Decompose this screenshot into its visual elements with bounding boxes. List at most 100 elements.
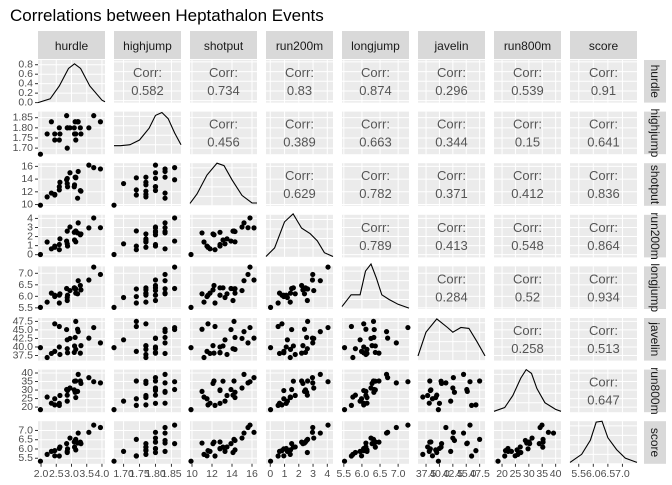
data-point [74,119,81,125]
data-point [460,430,467,436]
x-tick-label: 1.70 [113,468,134,480]
data-point [75,168,81,175]
density-line-run800m [493,368,562,412]
x-tick-label: 7.0 [391,468,406,480]
data-point [143,346,149,352]
panel-highjump-javelin: Corr: 0.344 [418,111,485,155]
data-point [56,402,62,408]
data-point [64,441,70,447]
row-strip-hurdle [644,60,666,103]
data-point [97,380,104,386]
data-point [37,407,44,413]
data-point [152,224,159,230]
data-point [64,398,70,404]
data-point [372,444,378,450]
data-point [73,346,79,352]
data-point [162,271,168,278]
data-point [188,304,194,310]
data-point [37,202,44,208]
x-tick-label: 3.0 [64,468,79,480]
data-point [310,340,316,346]
data-point [86,375,92,381]
data-point [86,429,92,435]
data-point [217,400,223,406]
data-point [162,220,168,226]
data-point [305,378,311,384]
data-point [56,241,62,248]
panel-longjump-hurdle [37,264,105,310]
panel-run800m-run200m [266,369,333,413]
data-point [241,329,247,335]
data-point [383,371,390,377]
panel-shotput-run200m: Corr: 0.629 [266,163,333,206]
data-point [64,125,70,131]
x-tick-label: 3.5 [79,468,94,480]
corr-label: Corr: [513,65,542,80]
data-point [341,407,348,413]
data-point [217,292,223,298]
data-point [152,346,159,352]
data-point [75,220,81,226]
data-point [283,344,289,350]
panel-background [570,369,637,413]
panel-background [266,111,333,155]
data-point [217,229,223,235]
data-point [75,430,81,436]
data-point [162,430,168,436]
data-point [91,165,97,171]
corr-label: Corr: [285,168,314,183]
data-point [91,215,97,221]
data-point [37,304,44,310]
data-point [217,439,223,445]
corr-label: Corr: [437,168,466,183]
data-point [311,435,317,441]
panel-longjump-longjump [341,262,410,310]
data-point [143,354,149,361]
data-point [537,424,543,431]
data-point [210,231,216,237]
panel-hurdle-run800m: Corr: 0.539 [494,60,561,103]
y-tick-label: 1.70 [13,142,34,154]
data-point [247,215,253,221]
column-strip-label-javelin: javelin [433,39,468,53]
data-point [434,449,440,456]
data-point [48,119,55,125]
corr-value: 0.344 [435,135,468,150]
data-point [222,337,228,343]
data-point [162,326,168,332]
data-point [204,396,210,402]
corr-value: 0.836 [587,186,620,201]
data-point [207,290,213,296]
data-point [172,441,178,447]
data-point [133,348,139,354]
data-point [350,394,356,400]
data-point [56,187,62,193]
data-point [212,402,218,408]
row-strip-shotput [644,163,666,206]
x-tick-label: 30 [523,468,535,480]
data-point [162,230,168,236]
y-tick-label: 1 [27,240,33,252]
data-point [97,225,104,231]
data-point [111,251,117,258]
panel-background [342,266,409,309]
data-point [64,297,70,304]
y-tick-label: 0.8 [18,59,33,71]
x-tick-label: 5.5 [571,468,586,480]
data-point [230,297,236,304]
data-point [527,441,533,447]
data-point [361,387,367,394]
panel-run800m-run800m [493,368,562,413]
panel-background [570,111,637,155]
panel-longjump-javelin: Corr: 0.284 [418,266,485,309]
data-point [78,131,84,137]
panel-javelin-shotput [188,318,257,361]
data-point [152,228,159,234]
data-point [239,335,245,342]
data-point [450,375,456,381]
column-strip-score [570,31,637,59]
data-point [111,202,117,208]
data-point [97,424,104,431]
panel-longjump-run200m [266,264,333,310]
